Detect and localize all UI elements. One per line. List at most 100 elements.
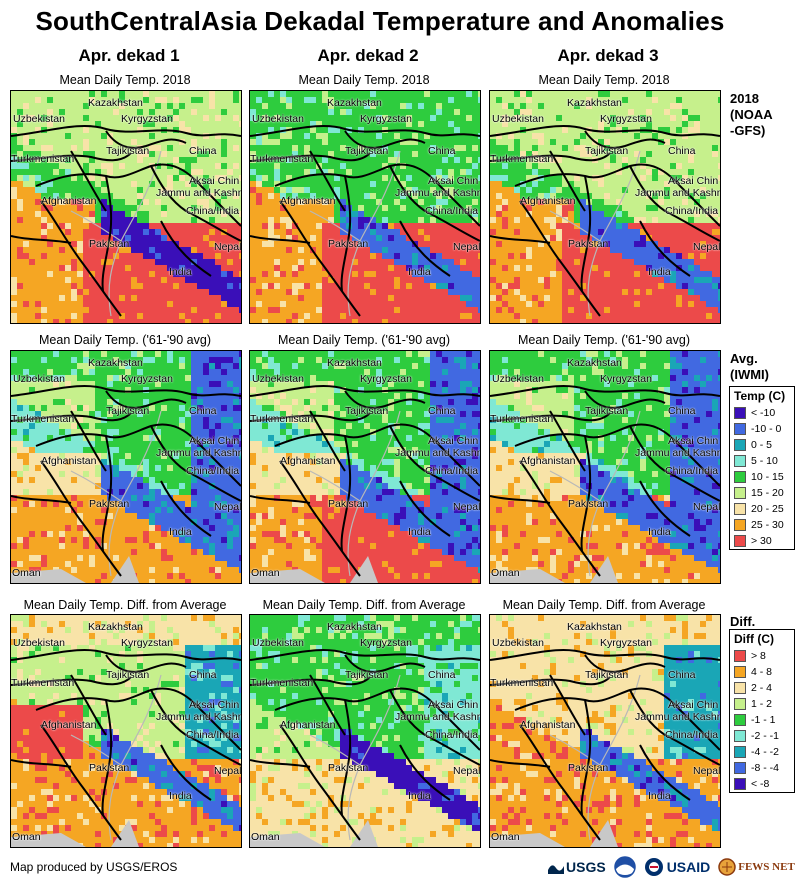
map-label-china-india: China/India <box>665 729 719 741</box>
map-label-nepal: Nepal <box>214 501 242 513</box>
map-label-afghanistan: Afghanistan <box>41 195 97 207</box>
map-label-china: China <box>189 669 217 681</box>
country-border <box>274 163 480 227</box>
country-border <box>250 412 371 422</box>
map-label-afghanistan: Afghanistan <box>41 719 97 731</box>
map-label-tajikistan: Tajikistan <box>585 145 629 157</box>
legend-item: -8 - -4 <box>730 760 794 776</box>
side-label-diff: Diff. <box>730 614 755 630</box>
map-label-china: China <box>189 145 217 157</box>
map-label-china-india: China/India <box>186 205 240 217</box>
legend-item: 25 - 30 <box>730 517 794 533</box>
map-label-india: India <box>169 266 192 278</box>
map-label-uzbekistan: Uzbekistan <box>252 637 304 649</box>
map-label-pakistan: Pakistan <box>568 238 609 250</box>
legend-label: 0 - 5 <box>751 439 773 451</box>
country-border <box>105 654 187 673</box>
country-border <box>105 130 187 149</box>
map-label-oman: Oman <box>491 831 520 843</box>
legend-label: -1 - 1 <box>751 714 776 726</box>
temp-legend-title: Temp (C) <box>734 389 786 403</box>
country-border <box>399 744 451 801</box>
country-border <box>11 385 241 397</box>
map-label-tajikistan: Tajikistan <box>585 405 629 417</box>
legend-swatch <box>734 439 746 451</box>
map-subtitle: Mean Daily Temp. Diff. from Average <box>23 598 227 612</box>
map-label-china-india: China/India <box>425 729 479 741</box>
map-label-aksai-chin: Aksai Chin <box>668 435 719 447</box>
country-border <box>490 759 551 768</box>
country-border <box>35 687 241 751</box>
fewsnet-globe-icon <box>718 858 736 876</box>
country-border <box>389 165 480 242</box>
legend-item: > 30 <box>730 533 794 549</box>
map-label-turkmenistan: Turkmenistan <box>11 153 75 165</box>
legend-item: < -10 <box>730 405 794 421</box>
map-label-kazakhstan: Kazakhstan <box>327 97 382 109</box>
legend-label: 5 - 10 <box>751 455 778 467</box>
legend-label: > 30 <box>751 535 772 547</box>
map-label-pakistan: Pakistan <box>328 498 369 510</box>
country-border <box>70 150 107 212</box>
side-label-line: (NOAA <box>730 107 773 122</box>
legend-label: -8 - -4 <box>751 762 780 774</box>
map-label-kazakhstan: Kazakhstan <box>567 97 622 109</box>
map-diff-dekad-2: Kazakhstan Uzbekistan Kyrgyzstan Turkmenist… <box>249 614 481 848</box>
map-label-afghanistan: Afghanistan <box>520 719 576 731</box>
river-lines <box>549 150 641 317</box>
side-label-line: (IWMI) <box>730 367 769 382</box>
country-border <box>250 649 480 661</box>
legend-swatch <box>734 714 746 726</box>
map-label-india: India <box>408 790 431 802</box>
country-border <box>519 724 601 841</box>
map-label-uzbekistan: Uzbekistan <box>13 637 65 649</box>
map-label-oman: Oman <box>251 831 280 843</box>
map-label-china-india: China/India <box>425 205 479 217</box>
map-label-china: China <box>668 669 696 681</box>
map-label-kyrgyzstan: Kyrgyzstan <box>360 373 412 385</box>
country-border <box>389 425 480 502</box>
country-border <box>150 689 241 766</box>
noaa-logo-icon <box>613 856 636 878</box>
legend-swatch <box>734 682 746 694</box>
map-label-jammu-kashmir: Jammu and Kashmir <box>156 447 241 459</box>
legend-item: 5 - 10 <box>730 453 794 469</box>
map-label-tajikistan: Tajikistan <box>345 145 389 157</box>
map-label-nepal: Nepal <box>214 765 242 777</box>
map-label-china-india: China/India <box>425 465 479 477</box>
usaid-logo: USAID <box>644 857 710 877</box>
river-lines <box>549 410 641 577</box>
map-label-china: China <box>428 405 456 417</box>
temp-legend: Temp (C) < -10 -10 - 0 0 - 5 5 - 10 10 - 15 1… <box>729 386 795 550</box>
map-label-india: India <box>408 526 431 538</box>
map-subtitle: Mean Daily Temp. ('61-'90 avg) <box>278 333 450 347</box>
river-lines <box>70 150 162 317</box>
side-label-line: 2018 <box>730 91 759 106</box>
usgs-logo-text: USGS <box>566 859 606 875</box>
map-label-uzbekistan: Uzbekistan <box>13 113 65 125</box>
map-label-nepal: Nepal <box>453 765 481 777</box>
map-label-afghanistan: Afghanistan <box>280 455 336 467</box>
country-border <box>340 435 352 552</box>
legend-label: 20 - 25 <box>751 503 784 515</box>
country-border <box>490 385 720 397</box>
country-border <box>11 759 72 768</box>
legend-swatch <box>734 730 746 742</box>
country-border <box>584 654 666 673</box>
map-label-pakistan: Pakistan <box>89 238 130 250</box>
country-border <box>629 689 720 766</box>
map-label-uzbekistan: Uzbekistan <box>492 373 544 385</box>
country-border <box>250 759 311 768</box>
legend-label: < -10 <box>751 407 776 419</box>
country-border <box>279 200 361 317</box>
country-border <box>40 724 122 841</box>
legend-label: < -8 <box>751 778 770 790</box>
map-label-china-india: China/India <box>665 205 719 217</box>
map-label-turkmenistan: Turkmenistan <box>490 153 554 165</box>
legend-item: 15 - 20 <box>730 485 794 501</box>
country-border <box>340 175 352 292</box>
map-label-india: India <box>408 266 431 278</box>
country-border <box>399 480 451 537</box>
map-label-pakistan: Pakistan <box>328 238 369 250</box>
country-border <box>70 674 107 736</box>
